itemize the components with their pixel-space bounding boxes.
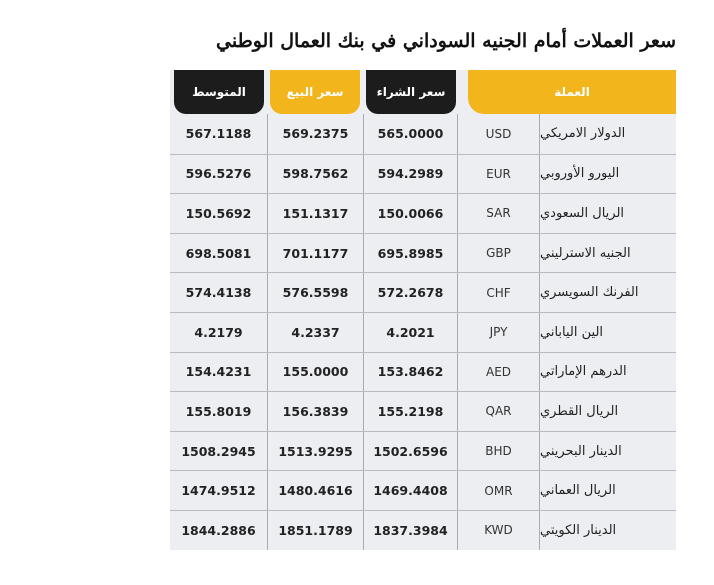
code-cell: CHF — [458, 273, 540, 312]
sell-cell: 4.2337 — [268, 312, 364, 352]
code-cell: GBP — [458, 233, 540, 273]
sell-cell: 156.3839 — [268, 392, 364, 431]
code-cell: JPY — [458, 312, 540, 352]
average-cell: 154.4231 — [170, 352, 268, 392]
header-sell: سعر البيع — [270, 70, 360, 114]
table-row: 1844.2886 1851.1789 1837.3984 KWD الدينار ال… — [170, 509, 676, 550]
sell-cell: 1513.9295 — [268, 431, 364, 471]
buy-cell: 1502.6596 — [364, 431, 458, 471]
table-row: 4.2179 4.2337 4.2021 JPY الين الياباني — [170, 311, 676, 352]
table-row: 1508.2945 1513.9295 1502.6596 BHD الدينار ال… — [170, 430, 676, 471]
buy-cell: 695.8985 — [364, 233, 458, 273]
sell-cell: 151.1317 — [268, 194, 364, 233]
buy-cell: 572.2678 — [364, 273, 458, 312]
sell-cell: 155.0000 — [268, 352, 364, 392]
name-cell: الفرنك السويسري — [540, 285, 639, 301]
header-currency: العملة — [468, 70, 676, 114]
header-buy: سعر الشراء — [366, 70, 456, 114]
table-row: 1474.9512 1480.4616 1469.4408 OMR الريال الع… — [170, 470, 676, 510]
name-cell: الدرهم الإماراتي — [540, 364, 627, 380]
table-row: 596.5276 598.7562 594.2989 EUR اليورو الأورو… — [170, 153, 676, 194]
code-cell: EUR — [458, 154, 540, 194]
average-cell: 596.5276 — [170, 154, 268, 194]
average-cell: 1474.9512 — [170, 471, 268, 510]
average-cell: 567.1188 — [170, 114, 268, 154]
table-row: 574.4138 576.5598 572.2678 CHF الفرنك السويس… — [170, 272, 676, 312]
header-average: المتوسط — [174, 70, 264, 114]
sell-cell: 1851.1789 — [268, 510, 364, 550]
buy-cell: 565.0000 — [364, 114, 458, 154]
buy-cell: 150.0066 — [364, 194, 458, 233]
sell-cell: 576.5598 — [268, 273, 364, 312]
code-cell: OMR — [458, 471, 540, 510]
buy-cell: 155.2198 — [364, 392, 458, 431]
name-cell: الريال العماني — [540, 483, 616, 499]
code-cell: BHD — [458, 431, 540, 471]
code-cell: AED — [458, 352, 540, 392]
buy-cell: 4.2021 — [364, 312, 458, 352]
code-cell: USD — [458, 114, 540, 154]
name-cell: الريال القطري — [540, 403, 619, 419]
name-cell: الدينار الكويتي — [540, 522, 617, 538]
exchange-rate-table: المتوسط سعر البيع سعر الشراء العملة 567.… — [170, 70, 676, 550]
page-title: سعر العملات أمام الجنيه السوداني في بنك … — [216, 30, 676, 52]
table-row: 155.8019 156.3839 155.2198 QAR الريال القطري — [170, 391, 676, 431]
name-cell: اليورو الأوروبي — [540, 166, 620, 182]
average-cell: 150.5692 — [170, 194, 268, 233]
name-cell: الين الياباني — [540, 324, 604, 340]
name-cell: الريال السعودي — [540, 205, 625, 221]
name-cell: الدولار الامريكي — [540, 126, 626, 142]
sell-cell: 598.7562 — [268, 154, 364, 194]
table-row: 154.4231 155.0000 153.8462 AED الدرهم الإمار… — [170, 351, 676, 392]
buy-cell: 1837.3984 — [364, 510, 458, 550]
average-cell: 4.2179 — [170, 312, 268, 352]
average-cell: 1844.2886 — [170, 510, 268, 550]
table-row: 567.1188 569.2375 565.0000 USD الدولار الامر… — [170, 114, 676, 154]
table-body: 567.1188 569.2375 565.0000 USD الدولار الامر… — [170, 114, 676, 550]
average-cell: 1508.2945 — [170, 431, 268, 471]
name-cell: الجنيه الاسترليني — [540, 245, 631, 261]
sell-cell: 569.2375 — [268, 114, 364, 154]
code-cell: QAR — [458, 392, 540, 431]
table-row: 150.5692 151.1317 150.0066 SAR الريال السعود… — [170, 193, 676, 233]
average-cell: 574.4138 — [170, 273, 268, 312]
table-row: 698.5081 701.1177 695.8985 GBP الجنيه الاستر… — [170, 232, 676, 273]
code-cell: SAR — [458, 194, 540, 233]
buy-cell: 594.2989 — [364, 154, 458, 194]
code-cell: KWD — [458, 510, 540, 550]
name-cell: الدينار البحريني — [540, 443, 622, 459]
sell-cell: 701.1177 — [268, 233, 364, 273]
average-cell: 155.8019 — [170, 392, 268, 431]
sell-cell: 1480.4616 — [268, 471, 364, 510]
average-cell: 698.5081 — [170, 233, 268, 273]
buy-cell: 153.8462 — [364, 352, 458, 392]
buy-cell: 1469.4408 — [364, 471, 458, 510]
